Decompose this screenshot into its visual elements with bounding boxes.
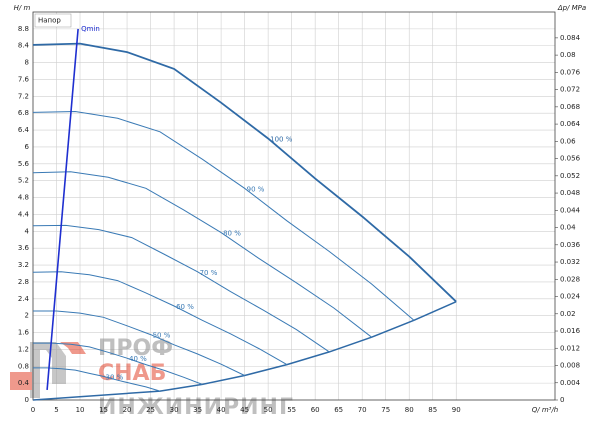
logo-shape: [30, 342, 66, 398]
x-tick-label: 80: [405, 406, 414, 414]
y-tick-label: 2: [25, 312, 29, 320]
curve-label: 90 %: [247, 185, 265, 193]
pump-curve: [32, 271, 288, 366]
watermark-text: ПРОФ: [98, 336, 173, 361]
y-tick-label: 8.8: [18, 25, 29, 33]
x-tick-label: 45: [240, 406, 249, 414]
y2-tick-label: 0.032: [560, 258, 580, 266]
pump-curve: [32, 42, 457, 303]
x-tick-label: 30: [170, 406, 179, 414]
x-tick-label: 75: [381, 406, 390, 414]
y2-tick-label: 0.076: [560, 68, 581, 76]
y2-tick-label: 0.08: [560, 51, 576, 59]
y-tick-label: 7.2: [18, 92, 29, 100]
y2-tick-label: 0.064: [560, 120, 581, 128]
y2-tick-label: 0.016: [560, 327, 581, 335]
curve-label: 30 %: [106, 373, 124, 381]
curve-label: 70 %: [200, 269, 218, 277]
y2-tick-label: 0.036: [560, 241, 581, 249]
y-tick-label: 1.6: [18, 329, 30, 337]
pump-curve: [32, 110, 415, 321]
y2-tick-label: 0.056: [560, 155, 581, 163]
curve-label: 100 %: [270, 136, 293, 144]
y-tick-label: 3.2: [18, 261, 29, 269]
logo-shape: [60, 342, 86, 354]
y2-axis-title: Δp/ MPa: [557, 4, 586, 12]
x-tick-label: 5: [54, 406, 58, 414]
y2-tick-label: 0.048: [560, 189, 580, 197]
qmin-line: [46, 28, 79, 390]
x-tick-label: 55: [287, 406, 296, 414]
x-tick-label: 85: [428, 406, 437, 414]
pump-curve: [32, 224, 330, 353]
y2-tick-label: 0.004: [560, 379, 581, 387]
watermark-text: ИНЖИНИРИНГ: [98, 395, 294, 420]
y2-tick-label: 0.012: [560, 344, 580, 352]
y2-tick-label: 0.052: [560, 172, 580, 180]
y-tick-label: 8: [25, 59, 29, 67]
y-tick-label: 6: [25, 143, 30, 151]
y-tick-label: 2.8: [18, 278, 29, 286]
pump-curve: [33, 342, 203, 385]
x-tick-label: 25: [146, 406, 155, 414]
y-tick-label: 4: [25, 227, 30, 235]
y-tick-label: 0.4: [18, 379, 30, 387]
curve-label: 50 %: [153, 332, 171, 340]
y2-tick-label: 0.04: [560, 224, 576, 232]
y2-tick-label: 0: [560, 396, 564, 404]
y-tick-label: 0.8: [18, 362, 29, 370]
y-tick-label: 0: [25, 396, 29, 404]
y-tick-label: 8.4: [18, 42, 30, 50]
x-tick-label: 90: [452, 406, 461, 414]
pump-curve: [32, 171, 372, 338]
curve-label: 80 %: [223, 230, 241, 238]
x-tick-label: 20: [123, 406, 132, 414]
pump-curve: [33, 367, 161, 392]
y2-tick-label: 0.024: [560, 293, 581, 301]
y2-tick-label: 0.028: [560, 275, 580, 283]
y2-tick-label: 0.02: [560, 310, 576, 318]
qmin-label: Qmin: [81, 25, 100, 33]
pump-curve: [33, 310, 245, 376]
x-tick-label: 50: [264, 406, 273, 414]
curve-label: 60 %: [176, 303, 194, 311]
y2-tick-label: 0.008: [560, 362, 580, 370]
x-tick-label: 60: [311, 406, 320, 414]
y2-tick-label: 0.06: [560, 137, 576, 145]
y-tick-label: 4.4: [18, 210, 30, 218]
x-tick-label: 0: [31, 406, 35, 414]
plot-frame: [32, 11, 556, 401]
y-tick-label: 2.4: [18, 295, 30, 303]
title-box: [34, 13, 72, 28]
y-tick-label: 5.6: [18, 160, 30, 168]
y2-tick-label: 0.072: [560, 86, 580, 94]
x-tick-label: 10: [76, 406, 85, 414]
y-axis-title: H/ m: [14, 4, 31, 12]
y-tick-label: 4.8: [18, 194, 29, 202]
x-tick-label: 15: [99, 406, 108, 414]
y-tick-label: 7.6: [18, 75, 30, 83]
x-tick-label: 70: [358, 406, 367, 414]
y-tick-label: 6.4: [18, 126, 30, 134]
chart-title: Напор: [38, 17, 61, 25]
x-axis-title: Q/ m³/h: [532, 406, 559, 414]
x-tick-label: 40: [217, 406, 226, 414]
y-tick-label: 3.6: [18, 244, 30, 252]
y-tick-label: 5.2: [18, 177, 29, 185]
y2-tick-label: 0.068: [560, 103, 580, 111]
x-tick-label: 35: [193, 406, 202, 414]
watermark: ПРОФ СНАБ ИНЖИНИРИНГ: [10, 336, 294, 420]
logo-shape: [10, 372, 32, 390]
watermark-text: СНАБ: [98, 361, 166, 386]
y2-tick-label: 0.044: [560, 206, 581, 214]
y-tick-label: 1.2: [18, 345, 29, 353]
curve-label: 40 %: [129, 355, 147, 363]
y-tick-label: 6.8: [18, 109, 29, 117]
y2-tick-label: 0.084: [560, 34, 581, 42]
x-tick-label: 65: [334, 406, 343, 414]
